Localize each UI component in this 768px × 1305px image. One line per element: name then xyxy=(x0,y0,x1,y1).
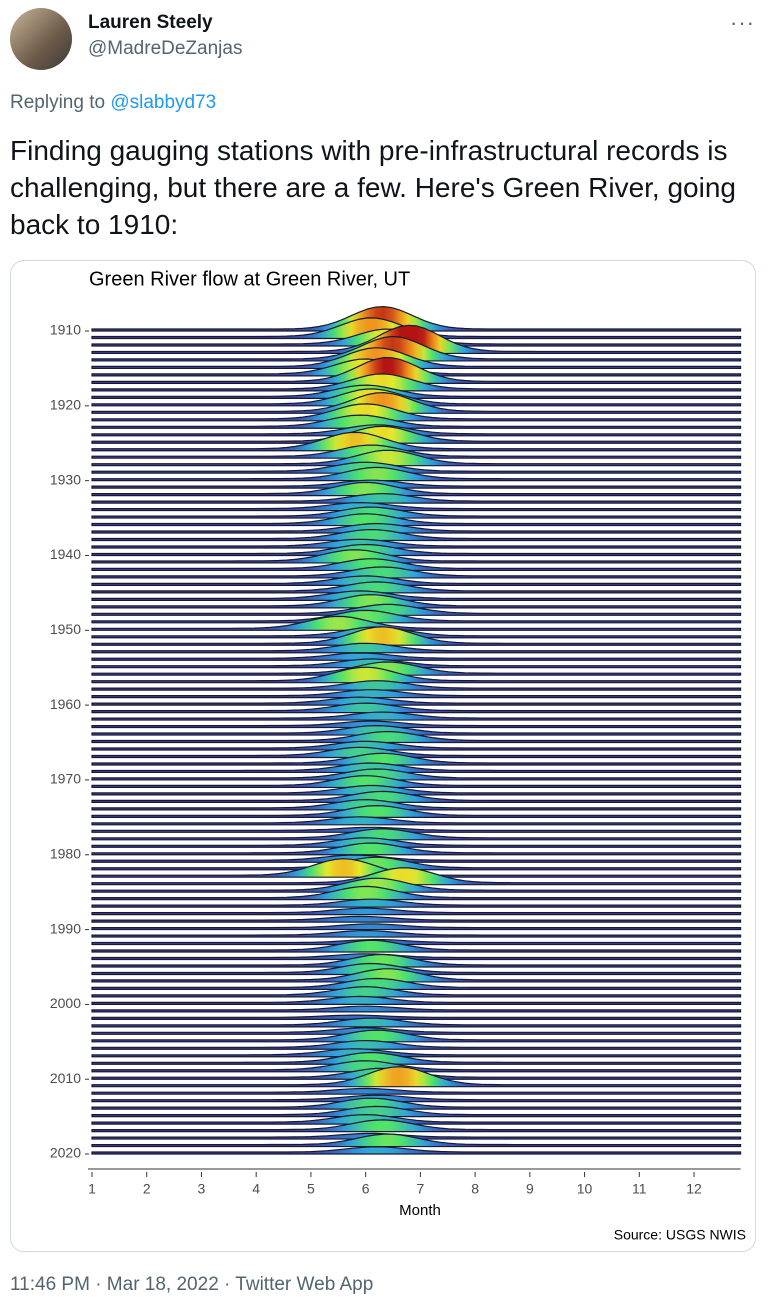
reply-link[interactable]: @slabbyd73 xyxy=(110,92,217,113)
user-name[interactable]: Lauren Steely xyxy=(88,12,213,33)
tweet-text: Finding gauging stations with pre-infras… xyxy=(10,135,736,240)
chart: Green River flow at Green River, UT Mont… xyxy=(50,268,746,1243)
chart-title: Green River flow at Green River, UT xyxy=(89,268,410,290)
source-note: Source: USGS NWIS xyxy=(614,1227,746,1243)
reply-line: Replying to @slabbyd73 xyxy=(10,92,216,114)
user-handle[interactable]: @MadreDeZanjas xyxy=(88,38,243,59)
reply-prefix: Replying to xyxy=(10,92,106,113)
avatar[interactable] xyxy=(10,8,72,70)
media-card[interactable]: Green River flow at Green River, UT Mont… xyxy=(10,260,756,1252)
more-button[interactable]: ··· xyxy=(730,10,755,35)
x-axis-label: Month xyxy=(399,1202,441,1219)
